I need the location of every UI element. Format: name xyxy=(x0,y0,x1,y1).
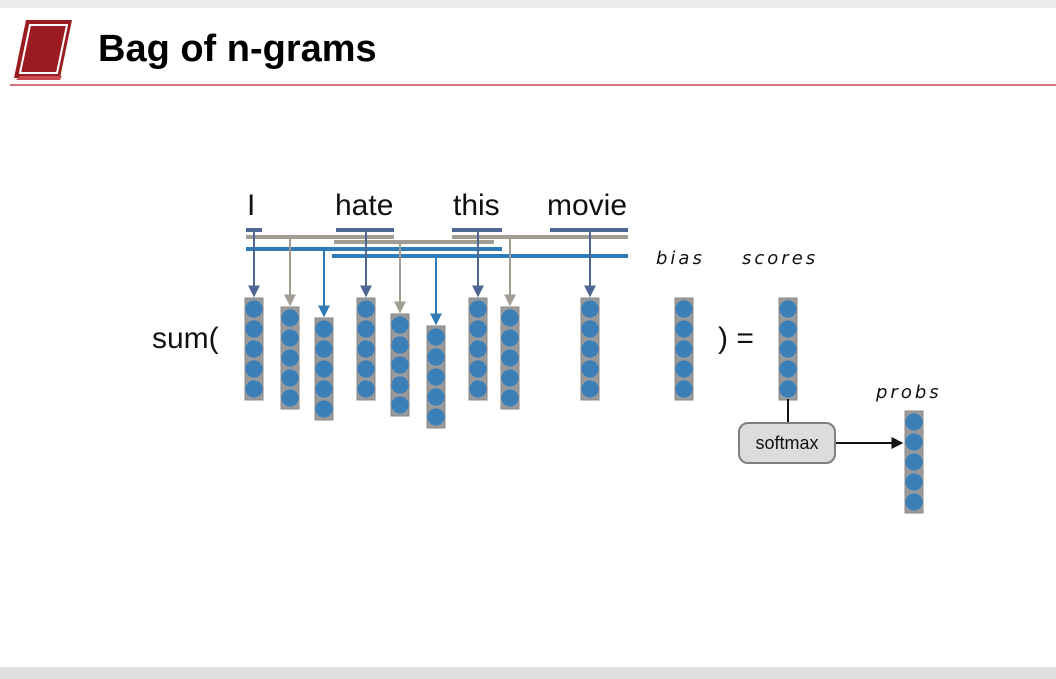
vector-node xyxy=(427,328,445,346)
vector-node xyxy=(315,380,333,398)
vector-node xyxy=(315,400,333,418)
vector-node xyxy=(245,320,263,338)
bias-vector xyxy=(674,297,694,401)
trigram-vector-hate-this-movie xyxy=(426,325,446,429)
vector-node xyxy=(427,408,445,426)
ngram-diagram xyxy=(244,228,924,514)
vector-node xyxy=(281,329,299,347)
vector-node xyxy=(581,340,599,358)
vector-node xyxy=(779,380,797,398)
vector-node xyxy=(469,320,487,338)
vector-node xyxy=(315,320,333,338)
vector-node xyxy=(581,320,599,338)
vector-node xyxy=(675,360,693,378)
vector-node xyxy=(427,388,445,406)
vector-node xyxy=(501,369,519,387)
softmax-label: softmax xyxy=(755,432,819,453)
vector-node xyxy=(675,300,693,318)
vector-node xyxy=(779,320,797,338)
bigram-vector-i-hate xyxy=(280,306,300,410)
trigram-vector-i-hate-this xyxy=(314,317,334,421)
bigram-vector-hate-this xyxy=(390,313,410,417)
vector-node xyxy=(581,300,599,318)
vector-node xyxy=(315,340,333,358)
sum-open-text: sum( xyxy=(152,322,219,355)
vector-node xyxy=(501,329,519,347)
vector-node xyxy=(391,396,409,414)
word-hate: hate xyxy=(335,189,394,222)
vector-node xyxy=(675,320,693,338)
vector-node xyxy=(905,493,923,511)
word-i: I xyxy=(247,189,256,222)
vector-node xyxy=(357,380,375,398)
vector-node xyxy=(905,453,923,471)
word-this: this xyxy=(453,189,500,222)
unigram-vector-movie xyxy=(580,297,600,401)
vector-node xyxy=(245,380,263,398)
sum-close-equals-text: ) = xyxy=(718,322,754,355)
vector-node xyxy=(315,360,333,378)
softmax-box: softmax xyxy=(738,422,836,464)
vector-node xyxy=(245,300,263,318)
vector-node xyxy=(675,380,693,398)
vector-node xyxy=(281,349,299,367)
unigram-vector-this xyxy=(468,297,488,401)
vector-node xyxy=(357,300,375,318)
title-divider xyxy=(10,84,1056,86)
probs-label: probs xyxy=(876,382,942,403)
vector-node xyxy=(245,340,263,358)
vector-node xyxy=(469,380,487,398)
vector-node xyxy=(391,336,409,354)
vector-node xyxy=(779,360,797,378)
vector-node xyxy=(357,340,375,358)
bias-label: bias xyxy=(656,248,705,269)
window-top-band xyxy=(0,0,1056,8)
vector-node xyxy=(357,320,375,338)
vector-node xyxy=(391,356,409,374)
vector-node xyxy=(905,473,923,491)
vector-node xyxy=(469,360,487,378)
scores-vector xyxy=(778,297,798,401)
vector-node xyxy=(281,389,299,407)
vector-node xyxy=(675,340,693,358)
probs-vector xyxy=(904,410,924,514)
bigram-vector-this-movie xyxy=(500,306,520,410)
window-bottom-band xyxy=(0,667,1056,679)
vector-node xyxy=(281,369,299,387)
word-movie: movie xyxy=(547,189,628,222)
unigram-vector-hate xyxy=(356,297,376,401)
vector-node xyxy=(501,349,519,367)
vector-node xyxy=(245,360,263,378)
vector-node xyxy=(281,309,299,327)
vector-node xyxy=(779,340,797,358)
book-icon xyxy=(14,20,72,80)
unigram-vector-i xyxy=(244,297,264,401)
vector-node xyxy=(905,413,923,431)
vector-node xyxy=(501,309,519,327)
vector-node xyxy=(469,340,487,358)
slide: Bag of n-grams xyxy=(0,8,1056,667)
vector-node xyxy=(905,433,923,451)
vector-node xyxy=(391,376,409,394)
vector-node xyxy=(581,360,599,378)
vector-node xyxy=(427,368,445,386)
vector-node xyxy=(427,348,445,366)
vector-node xyxy=(779,300,797,318)
vector-node xyxy=(501,389,519,407)
vector-node xyxy=(391,316,409,334)
slide-title: Bag of n-grams xyxy=(98,28,377,70)
vector-node xyxy=(469,300,487,318)
scores-label: scores xyxy=(742,248,819,269)
vector-node xyxy=(581,380,599,398)
vector-node xyxy=(357,360,375,378)
